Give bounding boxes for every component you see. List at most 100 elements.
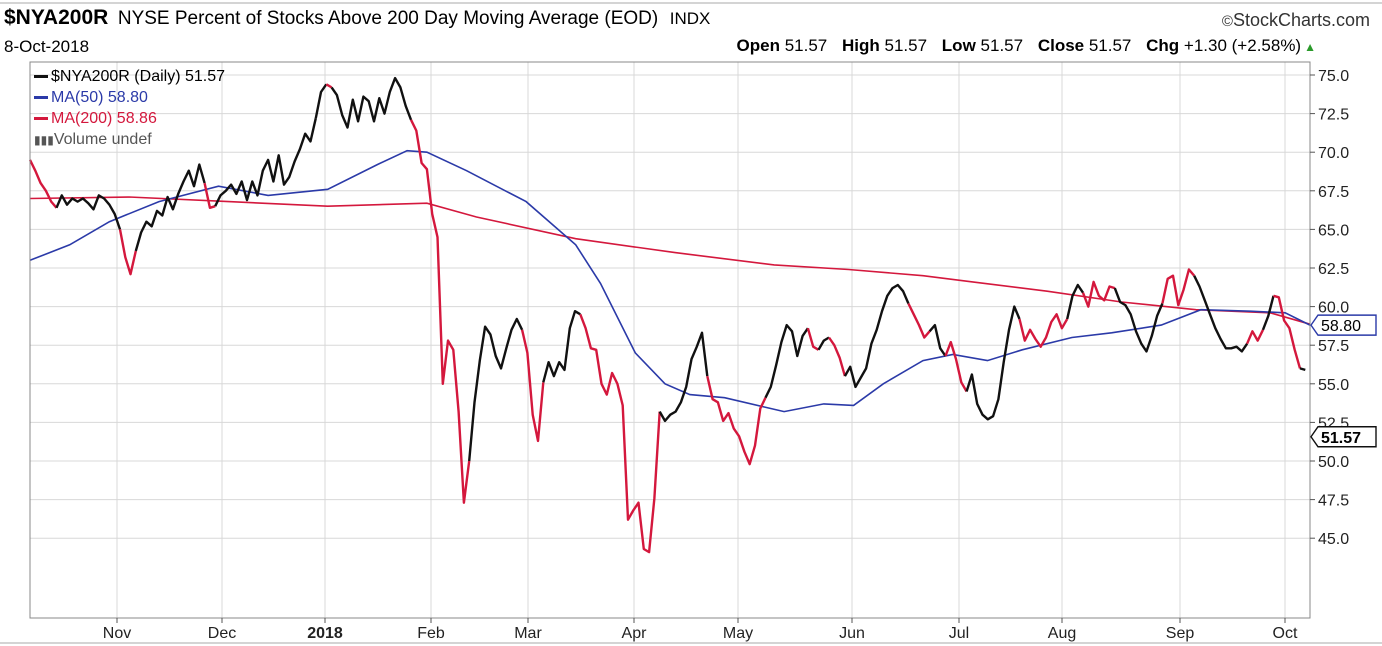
price-segment xyxy=(907,302,931,339)
legend-swatch xyxy=(34,75,48,79)
y-tick-label: 75.0 xyxy=(1318,68,1349,85)
legend-label: Volume undef xyxy=(53,131,152,148)
price-segment xyxy=(520,329,545,443)
price-segment xyxy=(1299,367,1306,372)
price-segment xyxy=(1018,313,1069,348)
volume-bars-icon: ▮▮▮ xyxy=(34,133,54,147)
y-tick-label: 67.5 xyxy=(1318,184,1349,201)
legend-swatch xyxy=(34,117,48,121)
y-tick-label: 60.0 xyxy=(1318,300,1349,317)
price-segment xyxy=(1245,329,1265,345)
legend-label: MA(50) 58.80 xyxy=(51,89,148,106)
chart-title: $NYA200R NYSE Percent of Stocks Above 20… xyxy=(4,6,710,30)
price-segment xyxy=(1066,283,1084,320)
value-tag: 51.57 xyxy=(1310,426,1377,448)
price-segment xyxy=(658,331,709,423)
chg-value: +1.30 (+2.58%) xyxy=(1183,36,1302,55)
legend-item-volume: ▮▮▮Volume undef xyxy=(34,129,225,151)
x-tick-label: Oct xyxy=(1273,625,1298,642)
brand-logo: ©StockCharts.com xyxy=(1222,10,1370,31)
ohlc-readout: Open 51.57 High 51.57 Low 51.57 Close 51… xyxy=(727,36,1316,56)
price-segment xyxy=(330,76,413,129)
chart-legend: $NYA200R (Daily) 51.57 MA(50) 58.80 MA(2… xyxy=(34,66,225,151)
close-label: Close xyxy=(1037,36,1085,55)
price-segment xyxy=(325,83,333,89)
price-segment xyxy=(118,229,137,276)
value-tag-label: 51.57 xyxy=(1321,430,1361,447)
brand-label: StockCharts.com xyxy=(1232,10,1370,30)
y-tick-label: 57.5 xyxy=(1318,338,1349,355)
low-value: 51.57 xyxy=(980,36,1024,55)
plot-frame xyxy=(29,61,1311,619)
y-tick-label: 72.5 xyxy=(1318,107,1349,124)
legend-item-ma200: MA(200) 58.86 xyxy=(34,108,225,129)
up-arrow-icon: ▲ xyxy=(1304,40,1316,54)
y-tick-label: 55.0 xyxy=(1318,377,1349,394)
price-segment xyxy=(1273,294,1302,369)
x-tick-label: Aug xyxy=(1048,625,1076,642)
price-segment xyxy=(817,336,830,351)
copyright-icon: © xyxy=(1221,13,1233,30)
legend-item-ma50: MA(50) 58.80 xyxy=(34,87,225,108)
x-tick-label: Nov xyxy=(103,625,131,642)
open-value: 51.57 xyxy=(784,36,828,55)
y-tick-label: 45.0 xyxy=(1318,531,1349,548)
price-segment xyxy=(1261,295,1275,331)
ma50-line xyxy=(29,149,1311,413)
price-segment xyxy=(764,323,809,399)
ma200-line xyxy=(29,196,1311,325)
price-segment xyxy=(542,310,581,383)
close-value: 51.57 xyxy=(1088,36,1132,55)
x-tick-label: Mar xyxy=(514,625,542,642)
y-tick-label: 50.0 xyxy=(1318,454,1349,471)
ma200-series xyxy=(29,196,1311,325)
open-label: Open xyxy=(736,36,780,55)
x-tick-label: 2018 xyxy=(307,625,343,642)
description-label: NYSE Percent of Stocks Above 200 Day Mov… xyxy=(117,8,659,29)
chg-label: Chg xyxy=(1146,36,1180,55)
legend-item-price: $NYA200R (Daily) 51.57 xyxy=(34,66,225,87)
price-segment xyxy=(1081,280,1116,308)
x-tick-label: Jul xyxy=(949,625,969,642)
price-segment xyxy=(134,163,206,252)
price-segment xyxy=(965,305,1021,421)
price-segment xyxy=(214,117,317,207)
date-label: 8-Oct-2018 xyxy=(4,37,90,56)
x-tick-label: Jun xyxy=(839,625,865,642)
value-tag: 58.80 xyxy=(1310,314,1377,336)
price-segment xyxy=(409,119,471,504)
value-tag-label: 58.80 xyxy=(1321,318,1361,335)
price-segment xyxy=(828,336,847,377)
chart-grid xyxy=(30,62,1310,618)
y-tick-label: 62.5 xyxy=(1318,261,1349,278)
price-segment xyxy=(314,83,328,119)
high-label: High xyxy=(842,36,880,55)
symbol-label: $NYA200R xyxy=(4,6,109,29)
x-tick-label: Dec xyxy=(208,625,236,642)
price-line xyxy=(28,76,1306,554)
legend-label: $NYA200R (Daily) 51.57 xyxy=(51,68,226,85)
price-segment xyxy=(1113,287,1164,353)
price-segment xyxy=(28,159,58,209)
price-segment xyxy=(928,323,947,357)
x-tick-label: May xyxy=(723,625,753,642)
legend-label: MA(200) 58.86 xyxy=(51,110,157,127)
ma50-series xyxy=(29,149,1311,413)
price-segment xyxy=(579,313,661,554)
price-segment xyxy=(706,375,767,466)
price-segment xyxy=(203,182,216,209)
y-tick-label: 70.0 xyxy=(1318,145,1349,162)
x-tick-label: Sep xyxy=(1166,625,1195,642)
price-segment xyxy=(843,283,910,389)
price-segment xyxy=(944,340,968,393)
y-tick-label: 65.0 xyxy=(1318,222,1349,239)
legend-swatch xyxy=(34,96,48,100)
value-tag-box xyxy=(1310,426,1377,448)
exchange-label: INDX xyxy=(669,9,711,28)
price-segment xyxy=(1161,268,1196,307)
high-value: 51.57 xyxy=(884,36,928,55)
price-segment xyxy=(806,327,820,351)
value-tag-box xyxy=(1310,314,1377,336)
